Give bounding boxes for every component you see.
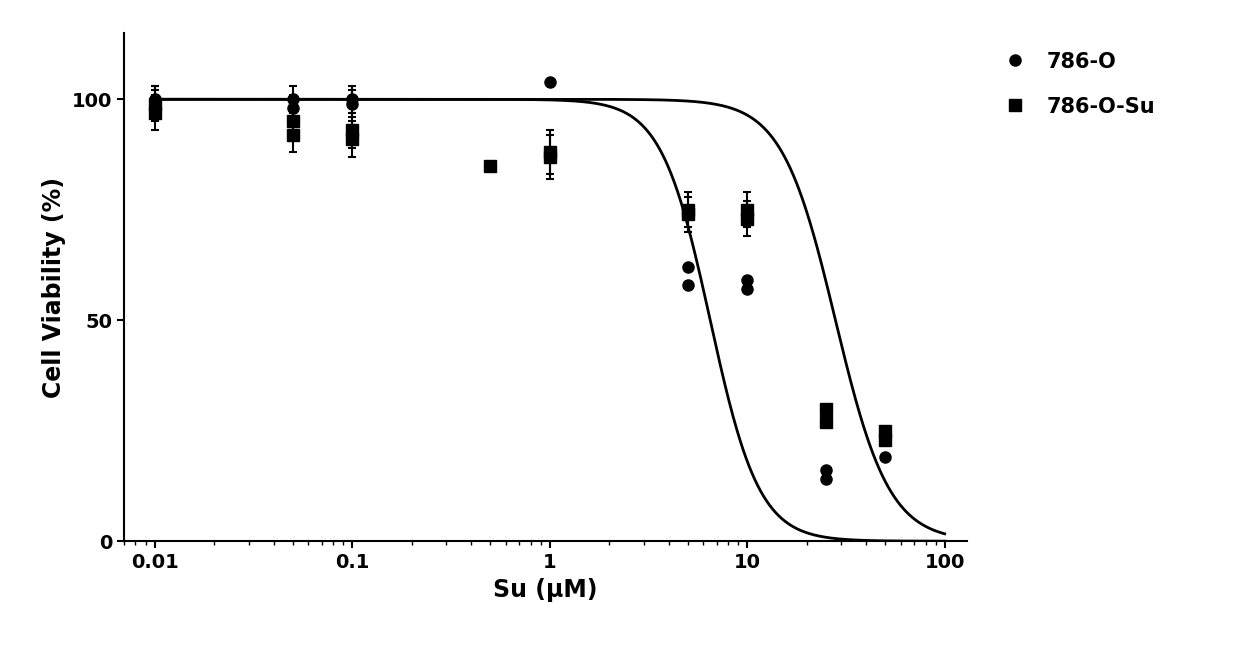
- X-axis label: Su (μM): Su (μM): [494, 578, 598, 601]
- Legend: 786-O, 786-O-Su: 786-O, 786-O-Su: [986, 44, 1163, 125]
- Y-axis label: Cell Viability (%): Cell Viability (%): [42, 177, 66, 397]
